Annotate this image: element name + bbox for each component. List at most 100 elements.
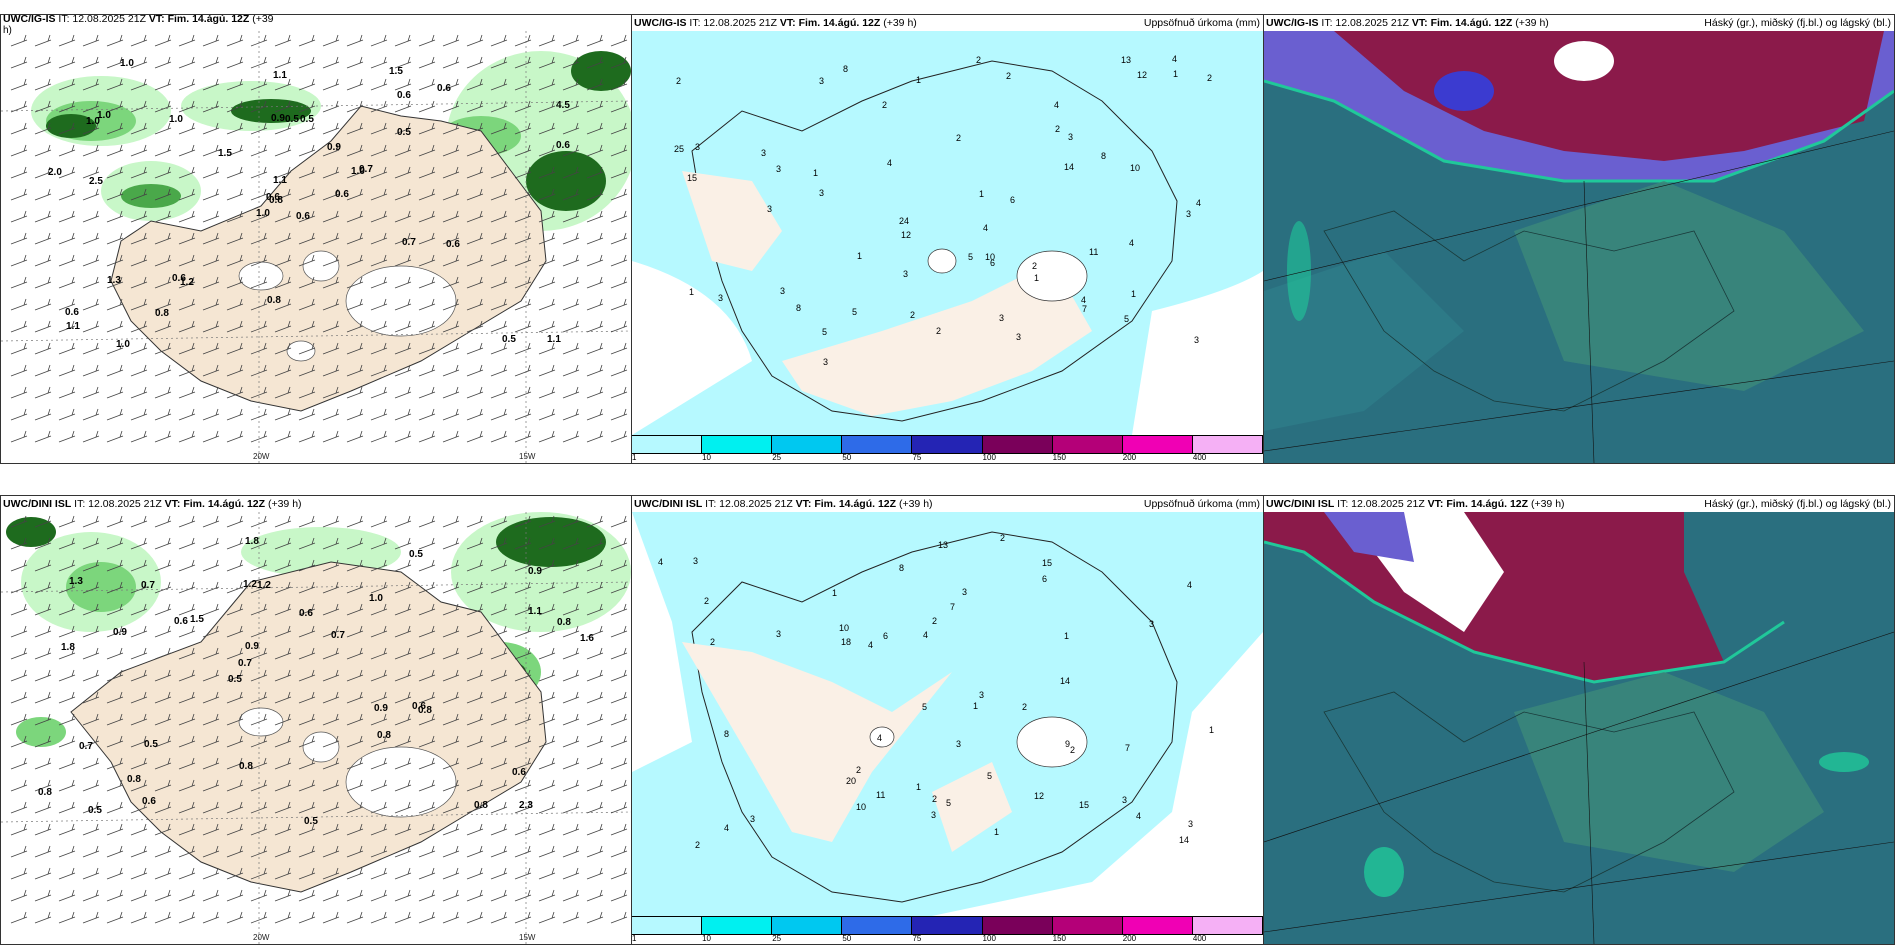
wind-barb — [346, 298, 364, 311]
value-label: 1 — [979, 189, 984, 199]
wind-barb — [562, 735, 580, 748]
wind-barb — [298, 823, 316, 836]
wind-barb — [538, 34, 556, 47]
wind-barb — [202, 735, 220, 748]
axis-label-15w: 15W — [519, 933, 536, 942]
value-label: 10 — [1130, 163, 1140, 173]
wind-barb — [106, 713, 124, 726]
value-label: 0.9 — [245, 641, 259, 652]
wind-barb — [34, 210, 52, 223]
wind-barb — [298, 625, 316, 638]
wind-barb — [274, 581, 292, 594]
wind-barb — [58, 232, 76, 245]
wind-barb — [394, 210, 412, 223]
legend-tick-label: 75 — [912, 453, 922, 462]
wind-barb — [370, 911, 388, 924]
wind-barb — [562, 669, 580, 682]
wind-barb — [58, 166, 76, 179]
wind-barb — [370, 845, 388, 858]
wind-barb — [394, 713, 412, 726]
wind-barb — [34, 364, 52, 377]
legend-swatch — [982, 436, 1053, 453]
wind-barb — [130, 342, 148, 355]
value-label: 1.6 — [580, 633, 594, 644]
wind-barb — [418, 430, 436, 443]
wind-barb — [226, 364, 244, 377]
wind-barb — [586, 779, 604, 792]
value-label: 10 — [856, 802, 866, 812]
wind-barb — [58, 78, 76, 91]
value-label: 4 — [1187, 580, 1192, 590]
wind-barb — [202, 845, 220, 858]
wind-barb — [274, 342, 292, 355]
wind-barb — [370, 100, 388, 113]
value-label: 1.2 — [180, 277, 194, 288]
value-label: 0.7 — [359, 164, 373, 175]
value-label: 1.2 — [257, 580, 271, 591]
wind-barb — [274, 232, 292, 245]
wind-barb — [490, 845, 508, 858]
wind-barb — [394, 78, 412, 91]
wind-barb — [298, 669, 316, 682]
wind-barb — [490, 276, 508, 289]
wind-barb — [514, 735, 532, 748]
wind-barb — [106, 342, 124, 355]
wind-barb — [514, 386, 532, 399]
wind-barb — [490, 515, 508, 528]
wind-barb — [154, 210, 172, 223]
wind-barb — [394, 276, 412, 289]
wind-barb — [226, 232, 244, 245]
wind-barb — [106, 735, 124, 748]
value-label: 1 — [857, 251, 862, 261]
wind-barb — [466, 166, 484, 179]
wind-barb — [370, 144, 388, 157]
wind-barb — [610, 298, 628, 311]
valid-time-label: VT: — [779, 17, 796, 29]
init-time: IT: 12.08.2025 21Z — [1337, 498, 1425, 510]
wind-barb — [442, 669, 460, 682]
wind-barb — [538, 581, 556, 594]
wind-barb — [514, 342, 532, 355]
wind-barb — [322, 867, 340, 880]
wind-barb — [82, 78, 100, 91]
wind-barb — [298, 188, 316, 201]
wind-barb — [514, 78, 532, 91]
wind-barb — [274, 779, 292, 792]
wind-barb — [466, 254, 484, 267]
wind-barb — [226, 603, 244, 616]
legend-tick-label: 200 — [1122, 453, 1137, 462]
wind-barb — [466, 364, 484, 377]
wind-barb — [586, 625, 604, 638]
wind-barb — [274, 166, 292, 179]
wind-barb — [538, 889, 556, 902]
value-label: 0.7 — [238, 658, 252, 669]
wind-barb — [490, 144, 508, 157]
wind-barb — [130, 537, 148, 550]
wind-barb — [490, 298, 508, 311]
wind-barb — [106, 691, 124, 704]
panel-header: UWC/IG-IS IT: 12.08.2025 21Z VT: Fim. 14… — [632, 15, 1263, 31]
wind-barb — [10, 78, 28, 91]
wind-barb — [418, 867, 436, 880]
wind-barb — [466, 801, 484, 814]
wind-barb — [562, 889, 580, 902]
wind-barb — [490, 188, 508, 201]
wind-barb — [490, 867, 508, 880]
wind-barb — [610, 320, 628, 333]
wind-barb — [10, 647, 28, 660]
wind-barb — [514, 122, 532, 135]
value-label: 3 — [750, 814, 755, 824]
value-label: 1 — [1034, 273, 1039, 283]
value-label: 4 — [983, 223, 988, 233]
wind-barb — [586, 100, 604, 113]
wind-barb — [10, 166, 28, 179]
wind-barb — [178, 911, 196, 924]
wind-barb — [274, 144, 292, 157]
wind-barb — [466, 342, 484, 355]
wind-barb — [322, 364, 340, 377]
wind-barb — [106, 515, 124, 528]
wind-barb — [274, 735, 292, 748]
wind-barb — [154, 515, 172, 528]
legend-swatch — [1122, 917, 1193, 934]
wind-barb — [322, 845, 340, 858]
